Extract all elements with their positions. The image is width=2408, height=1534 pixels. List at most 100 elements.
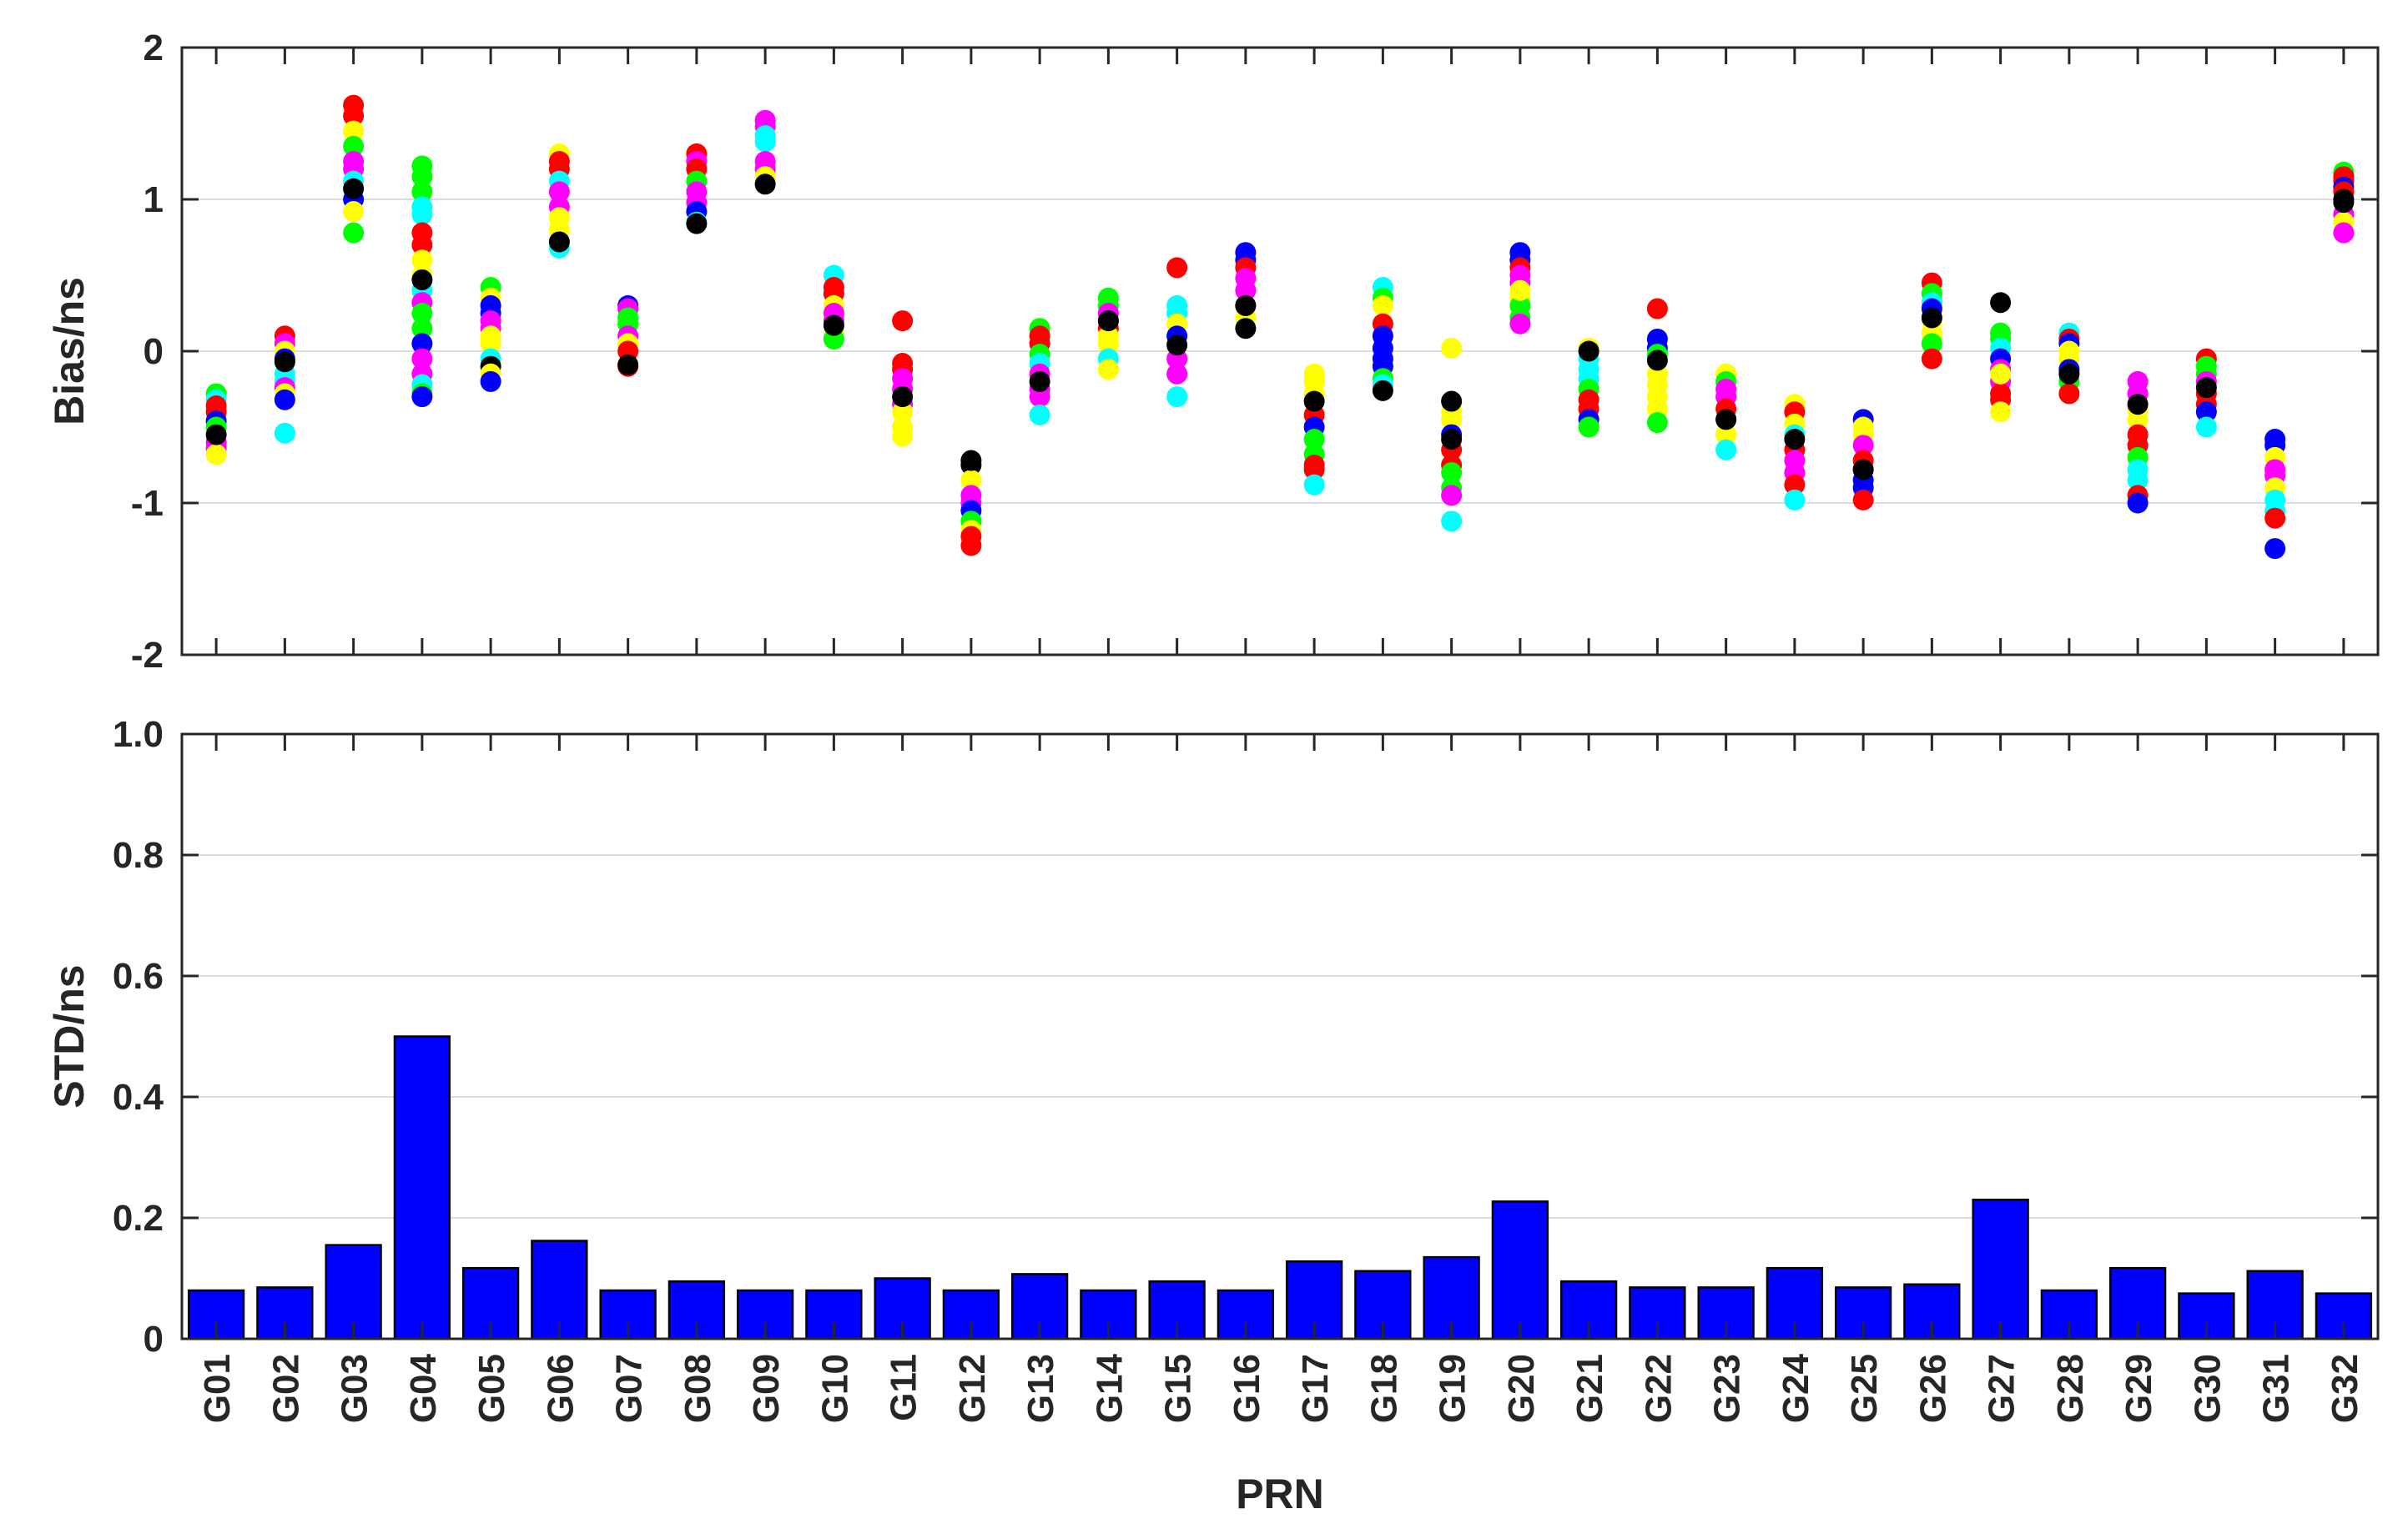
bias-point — [960, 470, 982, 491]
bias-point — [205, 424, 227, 445]
bias-point — [1235, 279, 1257, 301]
std-bar — [1834, 1286, 1892, 1340]
x-tick-label: G27 — [1982, 1354, 2023, 1423]
y-tick-label: 0.2 — [113, 1198, 164, 1239]
x-tick-label: G25 — [1844, 1354, 1885, 1423]
std-bar — [599, 1289, 657, 1340]
bias-point — [1029, 386, 1050, 408]
bias-point — [1921, 333, 1942, 355]
x-tick-label: G09 — [746, 1354, 787, 1423]
bias-point — [960, 535, 982, 556]
x-tick-label: G03 — [335, 1354, 375, 1423]
bias-point — [411, 303, 433, 324]
bias-point — [1715, 424, 1737, 445]
std-bar — [1972, 1199, 2029, 1340]
y-tick-label: 1 — [144, 179, 164, 220]
x-tick-label: G11 — [884, 1354, 924, 1421]
y-tick-label: 0 — [144, 1319, 164, 1360]
std-bar-panel: 0 0.2 0.4 0.6 0.8 1.0 STD/ns G01 G02 G03 G04 G05 G06… — [46, 714, 2380, 1517]
y-tick-label: 0.8 — [113, 835, 164, 876]
bias-point — [343, 178, 365, 199]
bias-point — [1784, 489, 1806, 510]
y-tick-label: -1 — [131, 483, 164, 524]
bias-point — [548, 231, 570, 253]
x-tick-label: G02 — [265, 1354, 306, 1423]
bias-point — [617, 354, 639, 375]
bias-point — [823, 314, 844, 336]
x-tick-label: G16 — [1227, 1354, 1267, 1423]
bias-point — [1646, 298, 1668, 319]
std-bar — [461, 1266, 520, 1340]
bias-point — [480, 370, 501, 392]
bias-point — [343, 120, 365, 142]
x-tick-label: G04 — [403, 1353, 444, 1423]
bias-point — [1166, 257, 1188, 279]
bias-point — [686, 213, 708, 234]
x-tick-label: G18 — [1363, 1354, 1404, 1423]
bias-point — [411, 386, 433, 408]
bias-point — [1441, 462, 1463, 484]
bias-point — [2264, 507, 2286, 529]
bias-point — [1990, 363, 2012, 385]
bias-point — [1303, 474, 1325, 495]
x-tick-label: G15 — [1158, 1354, 1199, 1423]
bias-point — [343, 105, 365, 127]
bias-point — [274, 351, 295, 373]
bias-point — [2333, 192, 2355, 214]
bias-point — [1166, 386, 1188, 408]
bias-point — [754, 131, 776, 153]
x-tick-label: G10 — [814, 1354, 855, 1423]
bias-point — [2127, 470, 2149, 491]
x-tick-label: G19 — [1433, 1354, 1474, 1423]
bias-point — [1097, 359, 1119, 380]
bias-point — [2127, 394, 2149, 415]
bias-point — [754, 174, 776, 195]
bias-point — [2333, 222, 2355, 244]
bias-point — [1441, 510, 1463, 532]
x-tick-label: G12 — [952, 1354, 993, 1423]
bias-point — [1715, 439, 1737, 460]
y-tick-label: 0.6 — [113, 956, 164, 997]
bias-point — [1303, 390, 1325, 412]
bias-point — [1852, 489, 1874, 510]
bias-point — [2195, 377, 2217, 399]
bias-point — [1166, 363, 1188, 385]
y-tick-label: -2 — [131, 635, 164, 676]
axes-box — [180, 732, 2380, 1340]
bias-point — [1852, 459, 1874, 480]
x-tick-label: G20 — [1501, 1354, 1542, 1423]
bias-point — [1921, 307, 1942, 329]
x-tick-label: G01 — [197, 1354, 238, 1423]
bias-point — [1509, 279, 1531, 301]
bias-point — [1166, 334, 1188, 356]
x-tick-label: G26 — [1912, 1354, 1953, 1423]
x-tick-label: G05 — [471, 1354, 512, 1423]
x-tick-label: G24 — [1776, 1353, 1816, 1423]
std-bar — [393, 1035, 451, 1340]
bias-point — [1097, 310, 1119, 332]
bias-point — [892, 386, 914, 408]
std-bar — [325, 1244, 382, 1340]
bias-point — [1441, 485, 1463, 506]
x-tick-label: G28 — [2050, 1354, 2091, 1423]
x-tick-label: G08 — [678, 1354, 718, 1423]
bias-point — [2127, 409, 2149, 430]
x-tick-label: G30 — [2187, 1354, 2228, 1423]
bias-point — [960, 450, 982, 471]
bias-point — [1578, 416, 1599, 438]
bias-point — [1303, 429, 1325, 450]
bias-point — [1029, 404, 1050, 425]
bias-point — [411, 269, 433, 290]
bias-point — [274, 422, 295, 444]
bias-point — [1372, 380, 1393, 401]
std-bar — [1491, 1200, 1549, 1340]
x-tick-label: G21 — [1569, 1354, 1610, 1423]
x-tick-label: G13 — [1020, 1354, 1061, 1423]
bias-point — [1921, 348, 1942, 370]
bias-point — [548, 181, 570, 203]
bias-point — [411, 166, 433, 188]
bias-point — [411, 318, 433, 339]
x-tick-label: G07 — [609, 1354, 650, 1423]
bias-point — [2195, 416, 2217, 438]
y-tick-label: 2 — [144, 28, 164, 68]
